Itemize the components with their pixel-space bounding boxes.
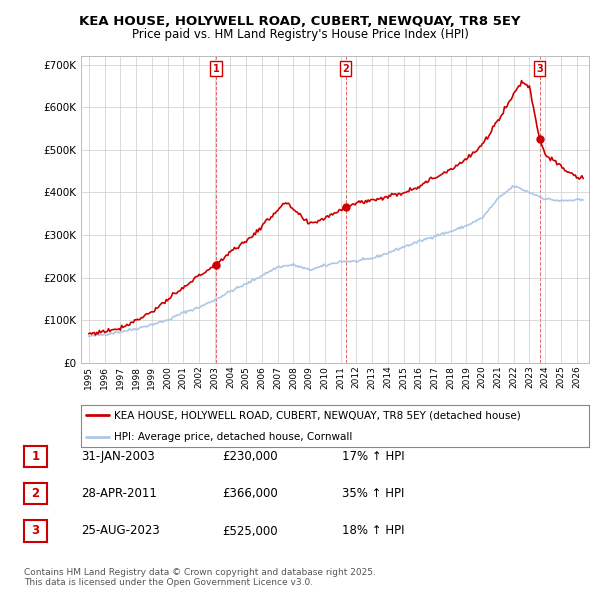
Text: £525,000: £525,000 — [222, 525, 278, 537]
Text: HPI: Average price, detached house, Cornwall: HPI: Average price, detached house, Corn… — [114, 432, 352, 441]
Text: 25-AUG-2023: 25-AUG-2023 — [81, 525, 160, 537]
Text: Price paid vs. HM Land Registry's House Price Index (HPI): Price paid vs. HM Land Registry's House … — [131, 28, 469, 41]
Text: 2: 2 — [31, 487, 40, 500]
Text: 18% ↑ HPI: 18% ↑ HPI — [342, 525, 404, 537]
Text: 1: 1 — [31, 450, 40, 463]
Text: Contains HM Land Registry data © Crown copyright and database right 2025.
This d: Contains HM Land Registry data © Crown c… — [24, 568, 376, 587]
Text: 1: 1 — [212, 64, 220, 74]
Text: KEA HOUSE, HOLYWELL ROAD, CUBERT, NEWQUAY, TR8 5EY (detached house): KEA HOUSE, HOLYWELL ROAD, CUBERT, NEWQUA… — [114, 411, 521, 420]
Text: £366,000: £366,000 — [222, 487, 278, 500]
Text: 3: 3 — [31, 525, 40, 537]
Text: £230,000: £230,000 — [222, 450, 278, 463]
Text: 17% ↑ HPI: 17% ↑ HPI — [342, 450, 404, 463]
Text: 2: 2 — [342, 64, 349, 74]
Text: KEA HOUSE, HOLYWELL ROAD, CUBERT, NEWQUAY, TR8 5EY: KEA HOUSE, HOLYWELL ROAD, CUBERT, NEWQUA… — [79, 15, 521, 28]
Text: 3: 3 — [536, 64, 543, 74]
Text: 31-JAN-2003: 31-JAN-2003 — [81, 450, 155, 463]
Text: 28-APR-2011: 28-APR-2011 — [81, 487, 157, 500]
Text: 35% ↑ HPI: 35% ↑ HPI — [342, 487, 404, 500]
